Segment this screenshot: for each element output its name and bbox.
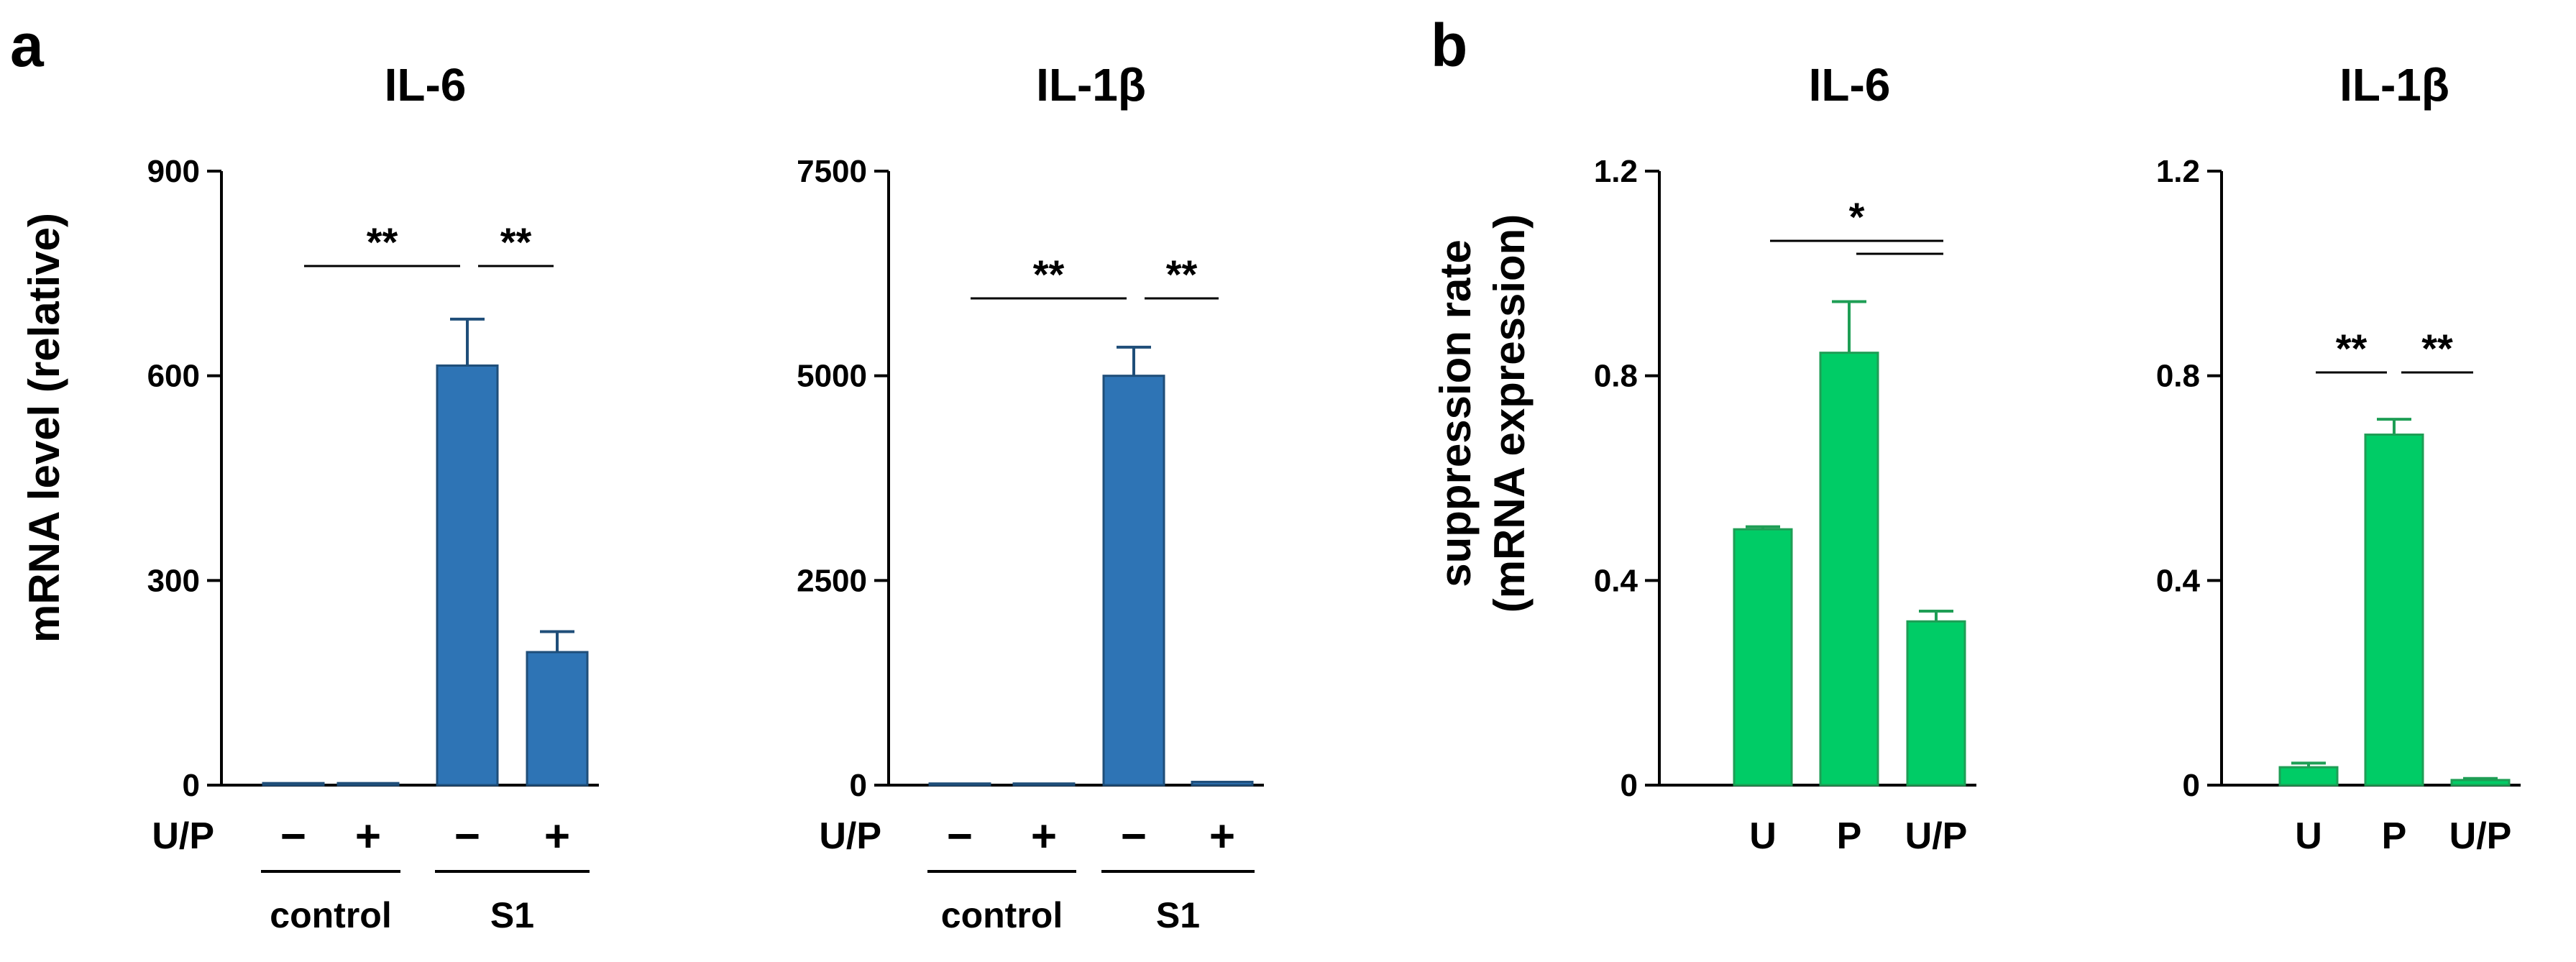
significance-label: * <box>1849 194 1865 239</box>
group-label: S1 <box>490 895 534 935</box>
chart-title: IL-6 <box>385 59 467 111</box>
y-tick-label: 600 <box>147 359 200 394</box>
y-tick-label: 0.8 <box>2156 359 2200 394</box>
y-tick-label: 0 <box>1621 768 1638 803</box>
y-tick-label: 0 <box>183 768 200 803</box>
bar <box>1102 375 1165 787</box>
significance-label: ** <box>1033 252 1065 297</box>
significance-label: ** <box>2421 326 2453 371</box>
bar <box>2278 766 2339 787</box>
treatment-row-label: U/P <box>819 815 881 857</box>
bar <box>928 782 991 787</box>
panel-b-ylabel-line2: (mRNA expression) <box>1485 214 1534 613</box>
plus-sign: + <box>1031 812 1057 861</box>
group-label: control <box>941 895 1063 935</box>
bar <box>526 651 589 787</box>
y-tick-label: 0 <box>2183 768 2200 803</box>
significance-label: ** <box>500 219 532 265</box>
y-tick-label: 0 <box>850 768 867 803</box>
minus-sign: − <box>1121 812 1147 861</box>
bar <box>1906 620 1966 787</box>
y-tick-label: 0.4 <box>1594 563 1638 598</box>
bar <box>1012 782 1076 787</box>
y-tick-label: 1.2 <box>1594 154 1638 189</box>
bar <box>1733 528 1793 787</box>
minus-sign: − <box>947 812 973 861</box>
significance-label: ** <box>1166 252 1198 297</box>
bar <box>2450 779 2511 787</box>
panel-b-ylabel-line1: suppression rate <box>1431 239 1480 587</box>
y-tick-label: 1.2 <box>2156 154 2200 189</box>
panel-letter-a: a <box>10 12 45 79</box>
bar <box>2364 434 2424 787</box>
minus-sign: − <box>454 812 480 861</box>
chart-b-il1b: IL-1β 0 0.4 0.8 1.2 U P U/P ** ** <box>2156 59 2521 857</box>
category-label: U <box>2295 815 2322 857</box>
significance-label: ** <box>367 219 398 265</box>
group-label: S1 <box>1156 895 1200 935</box>
category-label: U/P <box>1905 815 1968 857</box>
minus-sign: − <box>280 812 306 861</box>
y-tick-label: 5000 <box>797 359 867 394</box>
panel-letter-b: b <box>1431 12 1467 79</box>
significance-label: ** <box>2336 326 2368 371</box>
y-tick-label: 900 <box>147 154 200 189</box>
chart-a-il1b: IL-1β 0 2500 5000 7500 ** ** U/P − + − + control S1 <box>797 59 1264 935</box>
category-label: U/P <box>2449 815 2512 857</box>
bar <box>262 782 325 787</box>
chart-b-il6: IL-6 0 0.4 0.8 1.2 U P U/P * <box>1594 59 1976 857</box>
bar <box>1191 780 1254 787</box>
y-tick-label: 0.8 <box>1594 359 1638 394</box>
bar <box>1819 352 1879 787</box>
treatment-row-label: U/P <box>152 815 214 857</box>
plus-sign: + <box>544 812 570 861</box>
chart-title: IL-1β <box>2339 59 2449 111</box>
plus-sign: + <box>1209 812 1235 861</box>
group-label: control <box>270 895 391 935</box>
category-label: P <box>1837 815 1862 857</box>
plus-sign: + <box>355 812 381 861</box>
y-tick-label: 7500 <box>797 154 867 189</box>
panel-a-ylabel: mRNA level (relative) <box>20 213 68 643</box>
bar <box>436 364 499 787</box>
category-label: U <box>1749 815 1777 857</box>
category-label: P <box>2382 815 2407 857</box>
chart-title: IL-1β <box>1036 59 1146 111</box>
y-tick-label: 2500 <box>797 563 867 598</box>
y-tick-label: 0.4 <box>2156 563 2201 598</box>
chart-title: IL-6 <box>1809 59 1891 111</box>
bar <box>336 782 400 787</box>
y-tick-label: 300 <box>147 563 200 598</box>
